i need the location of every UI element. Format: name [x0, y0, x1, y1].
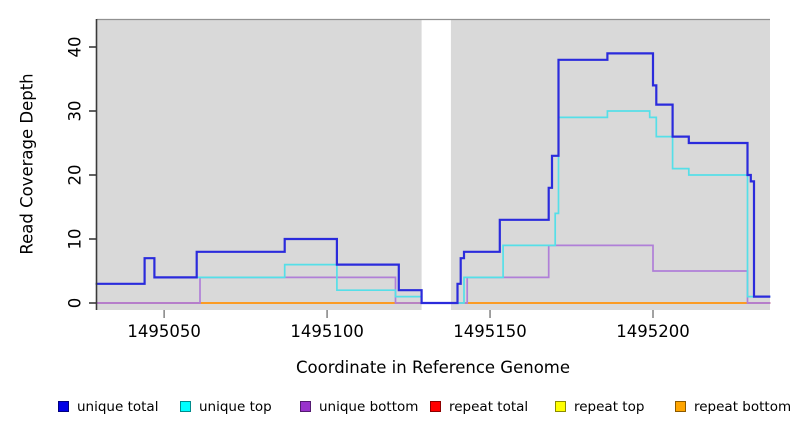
y-tick-label: 10	[65, 228, 85, 250]
gap-band	[421, 20, 451, 310]
y-tick-label: 40	[65, 36, 85, 58]
y-tick-label: 30	[65, 100, 85, 122]
x-tick-label: 1495050	[127, 322, 201, 341]
legend-label: unique total	[77, 399, 159, 415]
series-line-unique-total	[95, 52, 771, 305]
x-axis-title: Coordinate in Reference Genome	[295, 358, 571, 377]
legend-label: repeat bottom	[694, 399, 792, 415]
legend-label: repeat total	[449, 399, 529, 415]
legend-label: unique bottom	[319, 399, 419, 415]
legend-swatch-unique-total	[58, 401, 69, 412]
y-tick-label: 0	[65, 297, 85, 309]
legend-swatch-unique-top	[180, 401, 191, 412]
x-tick-label: 1495150	[453, 322, 527, 341]
x-tick-label: 1495100	[290, 322, 364, 341]
legend-swatch-repeat-top	[555, 401, 566, 412]
series-line-unique-top	[95, 110, 771, 304]
legend-swatch-repeat-total	[430, 401, 441, 412]
y-tick-label: 20	[65, 164, 85, 186]
legend-label: repeat top	[574, 399, 645, 415]
legend-label: unique top	[199, 399, 272, 415]
y-axis-title: Read Coverage Depth	[17, 73, 37, 255]
legend-swatch-repeat-bottom	[675, 401, 686, 412]
x-tick-label: 1495200	[616, 322, 690, 341]
legend-swatch-unique-bottom	[300, 401, 311, 412]
